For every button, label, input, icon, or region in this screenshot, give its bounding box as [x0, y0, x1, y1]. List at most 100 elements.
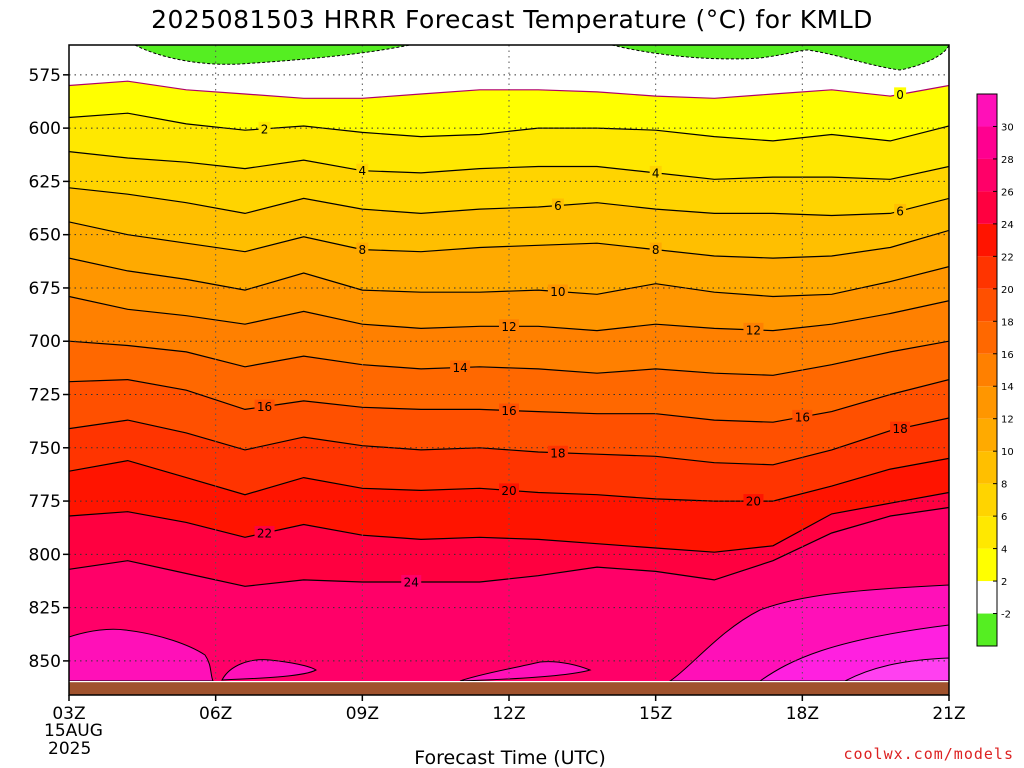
ground-layer-bar: [69, 682, 949, 695]
isotherm-label-12c: 12: [746, 323, 761, 337]
colorbar-segment-11: [977, 256, 997, 289]
colorbar-label-30: 30: [1001, 122, 1014, 133]
isotherm-8c: [69, 221, 949, 259]
plot-area: [69, 45, 949, 681]
isotherm-label-12c: 12: [501, 320, 516, 334]
subzero-region-early: [134, 45, 411, 65]
warm-core-mid-a: [221, 659, 317, 681]
isotherm-label-bg-2: [258, 121, 271, 135]
y-tick-label-775: 775: [29, 492, 61, 512]
colorbar-label-20: 20: [1001, 285, 1014, 296]
isotherm-label-8c: 8: [652, 243, 660, 257]
y-tick-label-675: 675: [29, 279, 61, 299]
isotherm-label-bg-8: [649, 242, 662, 256]
colorbar-segment-9: [977, 321, 997, 354]
y-tick-label-725: 725: [29, 386, 61, 406]
isotherm-label-16c: 16: [257, 400, 272, 414]
isotherm-label-bg-16: [254, 399, 275, 413]
isotherm-2c: [69, 112, 949, 142]
colorbar-label-22: 22: [1001, 252, 1014, 263]
isotherm-10c: [69, 257, 949, 298]
isotherm-label-4c: 4: [359, 164, 367, 178]
band-20c: [69, 458, 949, 553]
isotherm-label-bg-20: [743, 494, 764, 508]
colorbar-segment-6: [977, 418, 997, 452]
y-tick-label-850: 850: [29, 652, 61, 672]
colorbar-label-2: 2: [1001, 577, 1007, 588]
x-tick-label-15Z: 15Z: [639, 704, 672, 724]
x-tick-label-06Z: 06Z: [199, 704, 232, 724]
y-tick-label-825: 825: [29, 599, 61, 619]
isotherm-label-2c: 2: [261, 122, 269, 136]
isotherm-label-bg-4: [356, 163, 369, 177]
x-tick-label-18Z: 18Z: [786, 704, 819, 724]
colorbar-label--2: -2: [1001, 610, 1011, 621]
colorbar-label-16: 16: [1001, 350, 1014, 361]
colorbar-segment-1: [977, 581, 997, 614]
x-axis-start-year: 2025: [48, 739, 91, 759]
gridlines: [69, 45, 949, 681]
isotherm-label-8c: 8: [359, 243, 367, 257]
isotherm-label-bg-18: [890, 421, 911, 435]
colorbar-frame: [976, 93, 998, 647]
isotherm-label-16c: 16: [795, 410, 810, 424]
y-tick-label-750: 750: [29, 439, 61, 459]
isotherm-label-bg-20: [499, 483, 519, 497]
y-tick-label-800: 800: [29, 545, 61, 565]
isotherm-label-6c: 6: [896, 204, 904, 218]
colorbar-segment-3: [977, 516, 997, 549]
colorbar-segment-7: [977, 386, 997, 419]
colorbar-label-14: 14: [1001, 382, 1014, 393]
isotherm-label-bg-0: [894, 87, 907, 101]
y-tick-label-600: 600: [29, 119, 61, 139]
colorbar-segment-13: [977, 191, 997, 224]
isotherm-label-bg-12: [499, 319, 519, 333]
isotherm-label-bg-6: [551, 198, 564, 212]
isotherm-label-16c: 16: [501, 404, 516, 418]
warm-core-regions: [69, 584, 949, 681]
isotherm-label-24c: 24: [404, 576, 419, 590]
colorbar-segment-16: [977, 94, 997, 127]
isotherm-label-14c: 14: [452, 361, 467, 375]
x-tick-label-03Z: 03Z: [52, 704, 85, 724]
colorbar-segment-0: [977, 613, 997, 646]
y-tick-label-575: 575: [29, 66, 61, 86]
isotherm-label-bg-4: [649, 165, 662, 179]
band-2c: [69, 113, 949, 180]
isotherm-label-0c: 0: [896, 88, 904, 102]
subzero-regions: [134, 45, 949, 71]
colorbar-label-24: 24: [1001, 220, 1014, 231]
x-tick-label-21Z: 21Z: [932, 704, 965, 724]
isotherm-label-4c: 4: [652, 166, 660, 180]
isotherm-label-bg-16: [792, 409, 813, 423]
isotherm-label-18c: 18: [550, 446, 565, 460]
isotherm-label-bg-14: [450, 360, 471, 374]
colorbar-segment-8: [977, 353, 997, 387]
colorbar-label-28: 28: [1001, 155, 1014, 166]
x-axis-title: Forecast Time (UTC): [414, 747, 605, 768]
isotherm-label-bg-10: [547, 284, 568, 298]
isotherm-label-10c: 10: [550, 285, 565, 299]
colorbar-label-10: 10: [1001, 447, 1014, 458]
colorbar-segment-15: [977, 126, 997, 159]
colorbar-label-12: 12: [1001, 415, 1014, 426]
colorbar-segment-2: [977, 548, 997, 582]
warm-core-mid-b: [459, 661, 592, 681]
colorbar-label-6: 6: [1001, 512, 1007, 523]
credit-text: coolwx.com/models: [843, 745, 1014, 763]
y-tick-label-650: 650: [29, 226, 61, 246]
colorbar-segment-10: [977, 288, 997, 322]
colorbar-label-8: 8: [1001, 480, 1007, 491]
isotherm-label-18c: 18: [892, 422, 907, 436]
x-tick-label-12Z: 12Z: [492, 704, 525, 724]
colorbar-label-4: 4: [1001, 545, 1007, 556]
band-18c: [69, 418, 949, 502]
isotherm-6c: [69, 187, 949, 217]
isotherm-label-bg-18: [547, 445, 568, 459]
y-tick-label-625: 625: [29, 172, 61, 192]
warm-core-left: [69, 628, 214, 681]
colorbar-segment-5: [977, 451, 997, 484]
